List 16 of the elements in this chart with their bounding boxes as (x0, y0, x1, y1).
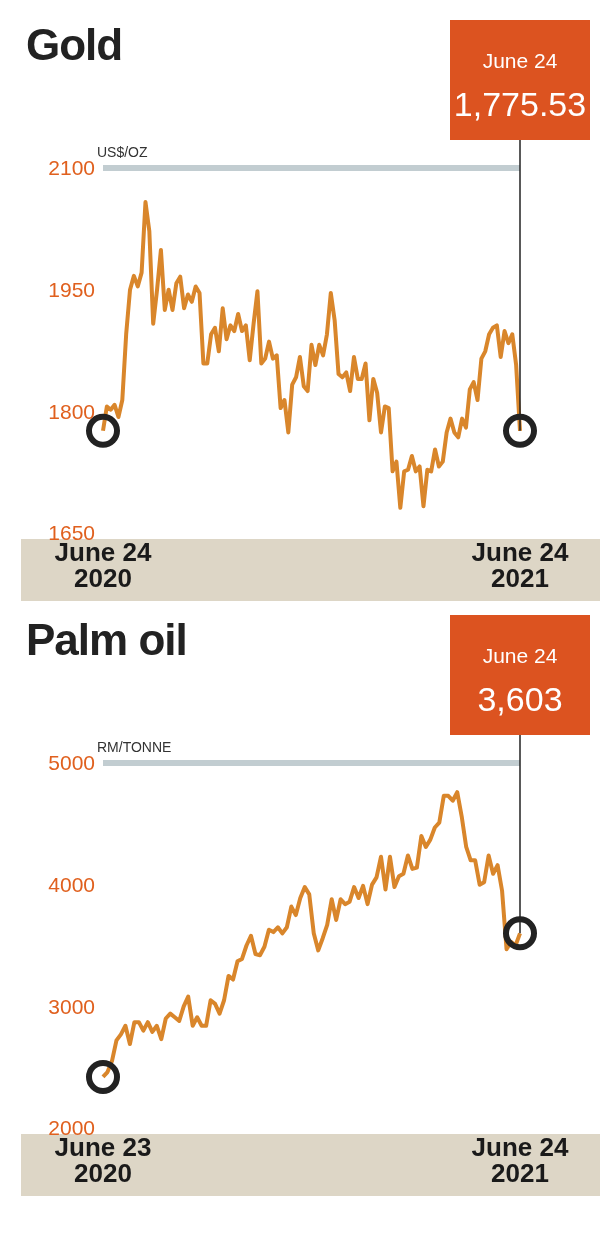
text: June 24 (482, 49, 558, 72)
text: 1,775.53 (453, 85, 587, 123)
chart-title: Palm oil (26, 615, 187, 665)
chart-title: Gold (26, 20, 123, 70)
y-axis-title: US$/OZ (97, 144, 148, 160)
y-tick-label: 1950 (48, 278, 95, 302)
y-tick-label: 3000 (48, 994, 95, 1018)
y-tick-label: 2100 (48, 156, 95, 180)
y-tick-label: 1800 (48, 399, 95, 423)
text: 3,603 (477, 680, 563, 718)
y-axis-title: RM/TONNE (97, 739, 172, 755)
x-tick-label: June 24 2021 (471, 1132, 569, 1188)
y-tick-label: 4000 (48, 873, 95, 897)
text: June 24 (482, 644, 558, 667)
x-tick-label: June 24 2021 (471, 537, 569, 593)
y-tick-label: 5000 (48, 751, 95, 775)
